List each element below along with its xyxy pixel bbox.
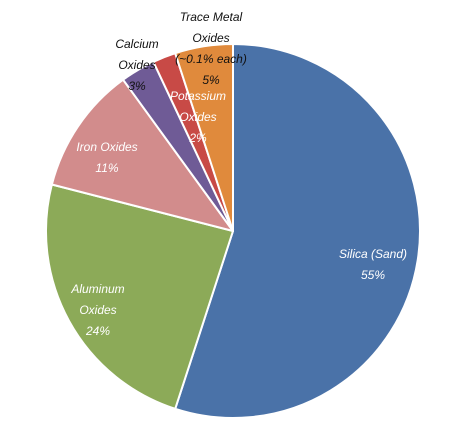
slice-label-line: Potassium	[170, 89, 226, 103]
slice-label-line: Iron Oxides	[76, 140, 137, 154]
slice-label-line: Oxides	[179, 110, 216, 124]
slice-label-line: Silica (Sand)	[339, 247, 407, 261]
slice-label-line: Oxides	[118, 58, 155, 72]
slice-label-trace-metal-oxides-0-1-each: Trace Metal Oxides (~0.1% each) 5%	[175, 10, 247, 87]
slice-label-line: 55%	[361, 268, 385, 282]
slice-label-line: 11%	[95, 161, 118, 175]
slice-label-line: 3%	[128, 79, 146, 93]
slice-label-line: (~0.1% each)	[175, 52, 247, 66]
slice-label-aluminum-oxides: Aluminum Oxides 24%	[70, 282, 124, 338]
pie-slice-silica-sand	[174, 43, 421, 419]
slice-label-line: Oxides	[79, 303, 116, 317]
slice-label-line: Oxides	[192, 31, 229, 45]
slices-layer	[45, 43, 421, 419]
pie-slice-iron-oxides	[50, 78, 234, 232]
slice-label-line: 5%	[202, 73, 220, 87]
slice-label-line: Trace Metal	[180, 10, 243, 24]
slice-label-potassium-oxides: Potassium Oxides 2%	[170, 89, 226, 145]
pie-slice-potassium-oxides	[174, 43, 234, 232]
slice-label-line: 24%	[85, 324, 110, 338]
slice-label-iron-oxides: Iron Oxides 11%	[76, 140, 137, 175]
pie-slice-aluminum-oxides	[45, 183, 234, 410]
slice-label-line: 2%	[188, 131, 207, 145]
slice-label-line: Calcium	[115, 37, 158, 51]
slice-label-line: Aluminum	[70, 282, 124, 296]
slice-label-calcium-oxides: Calcium Oxides 3%	[115, 37, 158, 93]
slice-label-silica-sand: Silica (Sand) 55%	[339, 247, 407, 282]
labels-layer: Silica (Sand) 55% Aluminum Oxides 24% Iron Ox…	[70, 10, 407, 338]
